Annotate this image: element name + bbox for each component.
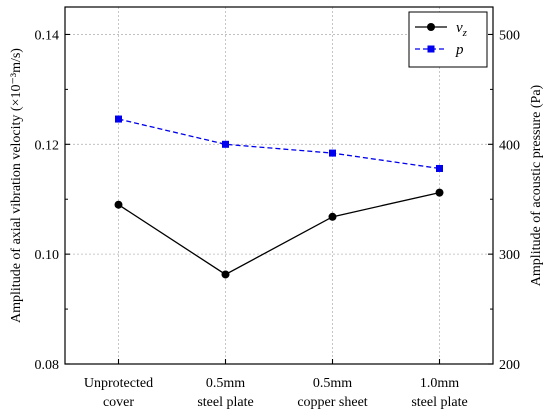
legend: vz p xyxy=(408,11,488,68)
right-tick-label: 200 xyxy=(499,358,520,373)
data-point-v xyxy=(328,212,337,221)
left-axis-label: Amplitude of axial vibration velocity (×… xyxy=(9,48,24,323)
right-tick-label: 400 xyxy=(499,138,520,153)
x-tick-label: Unprotected cover xyxy=(84,376,153,410)
right-tick-label: 500 xyxy=(499,28,520,43)
ticks-layer: 0.08 0.10 0.12 0.14 200 300 400 500 Unprotected c… xyxy=(35,28,521,410)
data-point-p xyxy=(115,115,122,123)
legend-label: p xyxy=(455,42,464,58)
x-tick-label: 0.5mm copper sheet xyxy=(297,376,367,410)
left-tick-label: 0.12 xyxy=(35,138,60,153)
x-tick-label: 0.5mm steel plate xyxy=(197,376,253,410)
right-tick-label: 300 xyxy=(499,248,520,263)
data-point-v xyxy=(435,188,444,197)
legend-box xyxy=(408,11,488,68)
series-layer xyxy=(114,115,444,279)
right-axis-label: Amplitude of acoustic pressure (Pa) xyxy=(529,84,544,286)
left-tick-label: 0.10 xyxy=(35,248,60,263)
data-point-p xyxy=(436,164,443,172)
data-point-p xyxy=(222,140,229,148)
data-point-v xyxy=(114,200,123,209)
legend-marker xyxy=(427,23,435,31)
data-point-v xyxy=(221,270,230,279)
legend-label: vz xyxy=(456,20,468,39)
left-tick-label: 0.08 xyxy=(35,358,60,373)
left-tick-label: 0.14 xyxy=(35,28,60,43)
legend-marker xyxy=(427,45,435,53)
plot-frame xyxy=(64,6,494,365)
x-tick-label: 1.0mm steel plate xyxy=(411,376,467,410)
data-point-p xyxy=(329,149,336,157)
series-line-p xyxy=(118,118,440,170)
series-line-v xyxy=(118,192,440,276)
